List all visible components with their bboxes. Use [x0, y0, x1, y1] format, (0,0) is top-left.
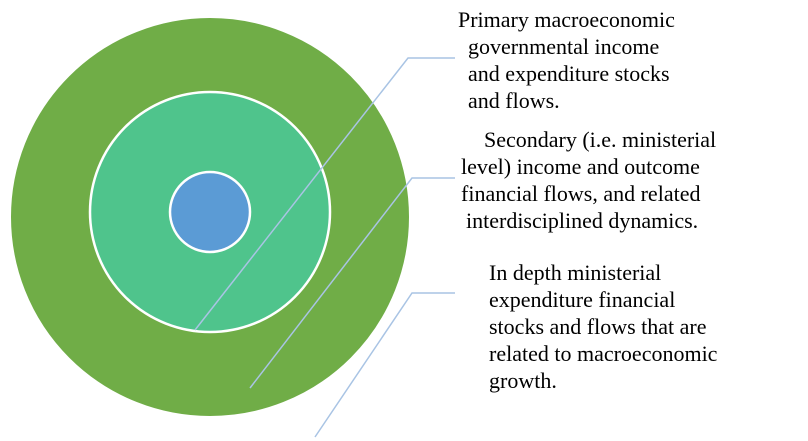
- callout-line: [194, 57, 455, 331]
- label-line: and flows.: [468, 88, 560, 113]
- label-line: stocks and flows that are: [489, 314, 707, 339]
- callout-line: [314, 292, 455, 438]
- label-line: and expenditure stocks: [468, 61, 670, 86]
- label-line: Secondary (i.e. ministerial: [484, 127, 716, 152]
- label-line: level) income and outcome: [461, 154, 700, 179]
- label-line: growth.: [489, 368, 557, 393]
- label-primary: Primary macroeconomic governmental incom…: [458, 7, 675, 113]
- label-in-depth: In depth ministerial expenditure financi…: [489, 260, 718, 393]
- inner-circle: [168, 170, 252, 254]
- label-line: related to macroeconomic: [489, 341, 718, 366]
- label-line: interdisciplined dynamics.: [466, 208, 698, 233]
- label-line: financial flows, and related: [461, 181, 700, 206]
- label-line: Primary macroeconomic: [458, 7, 675, 32]
- label-secondary: Secondary (i.e. ministerial level) incom…: [461, 127, 716, 233]
- label-line: expenditure financial: [489, 287, 675, 312]
- callout-line: [249, 177, 455, 389]
- label-line: governmental income: [468, 34, 659, 59]
- label-line: In depth ministerial: [489, 260, 661, 285]
